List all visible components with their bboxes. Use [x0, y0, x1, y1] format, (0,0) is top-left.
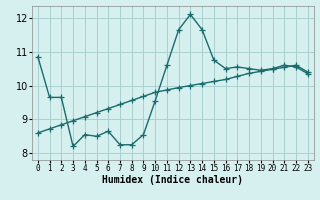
X-axis label: Humidex (Indice chaleur): Humidex (Indice chaleur)	[102, 175, 243, 185]
